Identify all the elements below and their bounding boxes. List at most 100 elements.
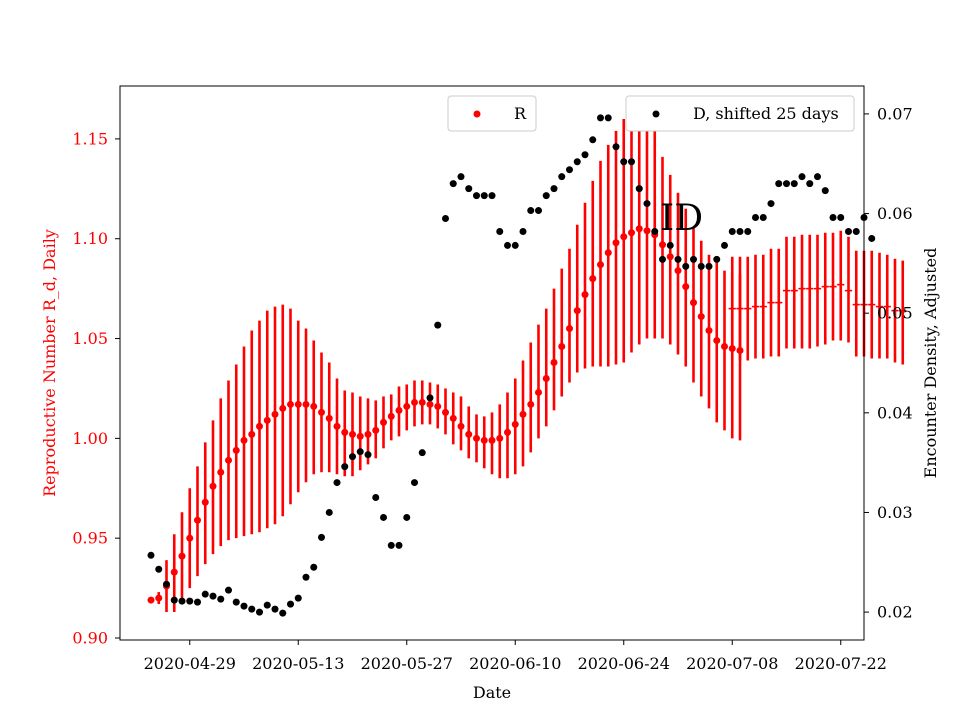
legend-r-box	[447, 95, 537, 132]
d-point	[628, 158, 635, 166]
r-point	[457, 422, 465, 430]
d-point	[845, 227, 852, 235]
d-point	[504, 241, 511, 249]
d-point	[170, 596, 178, 604]
d-point	[713, 255, 721, 263]
r-point	[201, 498, 209, 506]
y-right-tick-label: 0.03	[877, 503, 913, 522]
r-point	[170, 568, 178, 576]
d-point	[643, 200, 651, 208]
d-point	[612, 143, 620, 151]
d-point	[783, 180, 790, 188]
r-point	[217, 468, 225, 476]
d-point	[527, 207, 535, 215]
x-tick-label: 2020-07-22	[795, 654, 887, 673]
d-point	[744, 227, 752, 235]
y-right-tick-label: 0.07	[877, 104, 913, 123]
r-point	[372, 426, 380, 434]
d-point	[806, 180, 814, 188]
r-point	[256, 422, 263, 430]
d-point	[767, 200, 775, 208]
y-right-tick-label: 0.02	[877, 603, 913, 622]
r-point	[519, 410, 527, 418]
r-point	[232, 446, 240, 454]
r-point	[465, 430, 473, 438]
d-point	[736, 227, 744, 235]
r-point	[674, 267, 682, 275]
d-point	[581, 151, 589, 159]
r-point	[480, 436, 488, 444]
d-point	[271, 605, 279, 613]
d-point	[759, 214, 767, 222]
d-point	[333, 479, 341, 487]
r-point	[395, 406, 403, 414]
r-point	[387, 412, 395, 420]
r-point	[504, 428, 511, 436]
r-point	[713, 337, 721, 345]
legend-r: R	[447, 95, 537, 132]
d-point	[798, 173, 806, 181]
d-point	[209, 592, 217, 600]
r-point	[287, 400, 294, 408]
d-point	[287, 600, 294, 608]
r-point	[240, 436, 248, 444]
r-point	[736, 347, 744, 355]
d-point	[651, 227, 659, 235]
y-left-tick-label: 0.95	[72, 529, 108, 548]
r-point	[620, 233, 628, 241]
legend-r-marker	[473, 110, 481, 118]
d-point	[721, 241, 728, 249]
plot-frame	[119, 85, 865, 641]
d-point	[426, 394, 434, 402]
r-point	[550, 359, 558, 367]
d-point	[325, 508, 333, 516]
legend-d: D, shifted 25 days	[625, 95, 855, 132]
r-point	[310, 402, 318, 410]
r-point	[418, 398, 426, 406]
d-point	[852, 227, 860, 235]
d-point	[217, 595, 225, 603]
d-point	[620, 158, 628, 166]
d-point	[821, 187, 829, 195]
d-point	[573, 158, 581, 166]
d-point	[248, 605, 256, 613]
d-point	[155, 565, 163, 573]
d-point	[705, 262, 713, 270]
r-point	[488, 436, 496, 444]
y-left-tick-label: 1.15	[72, 129, 108, 148]
r-point	[325, 414, 333, 422]
r-point	[581, 291, 589, 299]
d-point	[163, 580, 170, 588]
d-point	[387, 541, 395, 549]
d-point	[604, 114, 612, 122]
x-tick-label: 2020-07-08	[686, 654, 778, 673]
d-point	[697, 262, 705, 270]
d-point	[682, 262, 690, 270]
d-point	[558, 173, 566, 181]
legend-d-label: D, shifted 25 days	[693, 104, 839, 123]
d-point	[775, 180, 783, 188]
d-point	[372, 494, 380, 502]
d-point	[434, 321, 442, 329]
d-points	[147, 114, 876, 617]
d-point	[403, 513, 411, 521]
y-axis-left-label: Reproductive Number R_d, Daily	[40, 229, 59, 497]
d-point	[666, 241, 674, 249]
r-point	[333, 422, 341, 430]
d-point	[837, 214, 845, 222]
d-point	[232, 598, 240, 606]
y-left-tick-label: 1.00	[72, 429, 108, 448]
r-point	[573, 307, 581, 315]
y-axis-left: 0.90 0.95 1.00 1.05 1.10 1.15	[72, 129, 120, 648]
d-point	[186, 597, 194, 605]
legend-r-label: R	[514, 104, 527, 123]
r-point	[628, 229, 635, 237]
d-point	[201, 590, 209, 598]
d-point	[473, 192, 480, 200]
r-point	[442, 408, 449, 416]
r-point	[705, 327, 713, 335]
d-point	[480, 192, 488, 200]
r-point	[666, 253, 674, 261]
d-point	[302, 573, 310, 581]
y-right-tick-label: 0.06	[877, 204, 913, 223]
